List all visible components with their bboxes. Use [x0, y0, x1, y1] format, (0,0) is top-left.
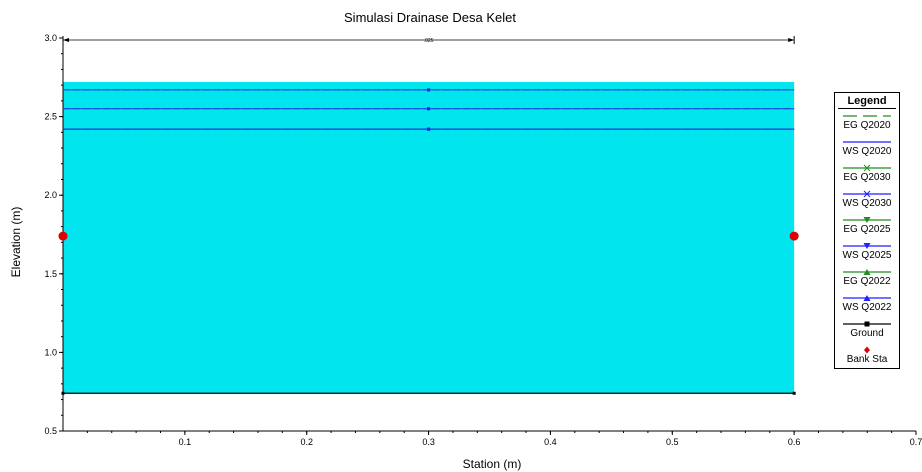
y-tick-label: 0.5	[44, 426, 57, 436]
chart-title: Simulasi Drainase Desa Kelet	[344, 10, 516, 25]
series-marker	[427, 107, 431, 111]
legend-swatch	[843, 115, 891, 117]
dimension-label: .025	[424, 38, 434, 44]
legend-entry: Bank Sta	[835, 343, 899, 369]
plot-area: 0.5 1.0 1.5 2.0 2.5 3.0 0.1 0.2 0.3 0.4 0.5 0.6 0.7.…	[44, 33, 922, 447]
legend-entry: WS Q2030	[835, 187, 899, 213]
y-tick-label: 1.5	[44, 269, 57, 279]
ground-point	[792, 391, 796, 395]
bank-station-point	[789, 231, 799, 241]
legend-label: EG Q2025	[843, 224, 891, 235]
legend-entry: EG Q2030	[835, 161, 899, 187]
series-marker	[427, 88, 431, 92]
x-tick-label: 0.6	[788, 437, 801, 447]
legend-swatch	[843, 321, 891, 327]
legend-label: EG Q2030	[843, 172, 891, 183]
x-axis-label: Station (m)	[463, 457, 522, 471]
x-tick-label: 0.7	[910, 437, 922, 447]
legend-label: WS Q2025	[842, 250, 892, 261]
bank-station-point	[58, 231, 68, 241]
legend-entry: WS Q2025	[835, 239, 899, 265]
legend-swatch	[843, 269, 891, 275]
ground-point	[61, 391, 65, 395]
y-axis-label: Elevation (m)	[9, 207, 23, 278]
legend: Legend EG Q2020 WS Q2020 EG Q2030 WS Q2030 E…	[834, 92, 900, 369]
legend-swatch	[843, 295, 891, 301]
legend-swatch	[843, 141, 891, 143]
legend-entry: WS Q2020	[835, 135, 899, 161]
legend-entry: WS Q2022	[835, 291, 899, 317]
y-tick-label: 1.0	[44, 347, 57, 357]
y-tick-label: 2.5	[44, 112, 57, 122]
legend-label: WS Q2020	[842, 146, 892, 157]
legend-entry: Ground	[835, 317, 899, 343]
legend-entries: EG Q2020 WS Q2020 EG Q2030 WS Q2030 EG Q2025…	[835, 109, 899, 369]
legend-swatch	[864, 346, 870, 354]
legend-entry: EG Q2025	[835, 213, 899, 239]
legend-label: Bank Sta	[846, 354, 888, 365]
water-fill-area	[63, 82, 795, 394]
legend-entry: EG Q2020	[835, 109, 899, 135]
x-tick-label: 0.1	[179, 437, 192, 447]
legend-entry: EG Q2022	[835, 265, 899, 291]
legend-label: WS Q2022	[842, 302, 892, 313]
legend-label: Ground	[850, 328, 884, 339]
x-tick-label: 0.3	[422, 437, 435, 447]
legend-label: WS Q2030	[842, 198, 892, 209]
dimension-arrow-right	[788, 38, 795, 42]
legend-swatch	[843, 190, 891, 198]
legend-swatch	[843, 217, 891, 223]
x-tick-label: 0.5	[666, 437, 679, 447]
legend-swatch	[843, 164, 891, 172]
y-tick-label: 3.0	[44, 33, 57, 43]
y-tick-label: 2.0	[44, 190, 57, 200]
x-tick-label: 0.2	[300, 437, 313, 447]
legend-label: EG Q2022	[843, 276, 891, 287]
legend-swatch	[843, 243, 891, 249]
series-marker	[427, 127, 431, 131]
dimension-arrow-left	[63, 38, 69, 42]
legend-label: EG Q2020	[843, 120, 891, 131]
x-tick-label: 0.4	[544, 437, 557, 447]
legend-title: Legend	[838, 95, 896, 109]
